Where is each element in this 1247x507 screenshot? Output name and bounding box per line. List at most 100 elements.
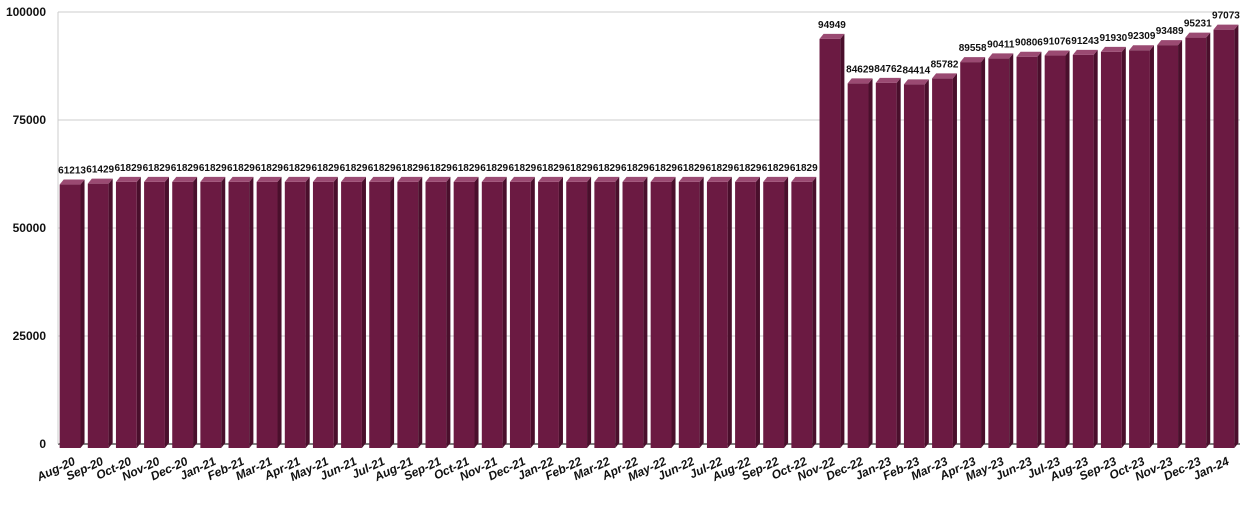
bar [650,176,676,448]
bar-front [312,181,334,448]
bar-side [1037,51,1042,448]
data-label: 61829 [396,163,424,174]
data-label: 90806 [1015,38,1043,49]
bar-front [172,181,194,448]
bar-front [1213,29,1235,448]
bar-top [903,79,929,85]
bar-side [952,73,957,449]
data-label: 61829 [199,163,227,174]
data-label: 61829 [368,163,396,174]
bar [1185,32,1211,448]
bar [1157,40,1183,448]
bar-top [256,176,282,182]
bar [566,176,592,448]
bar [115,176,141,448]
data-label: 61829 [790,163,818,174]
data-label: 84629 [846,64,874,75]
bar-top [566,176,592,182]
bar-side [136,176,141,448]
bar [87,178,113,449]
bar-side [671,176,676,448]
bar-front [115,181,137,448]
bar-front [1016,56,1038,448]
bar [481,176,507,448]
bar-side [474,176,479,448]
bar-front [228,181,250,448]
bar-top [932,73,957,79]
data-label: 91243 [1071,36,1099,47]
y-tick-label: 100000 [6,5,46,19]
bar-side [502,176,507,448]
bar-top [1100,46,1126,52]
bar-side [981,57,986,449]
bar-top [172,176,198,182]
bar-front [59,184,81,448]
data-label: 91930 [1099,33,1127,44]
bar-top [763,176,789,182]
bar-side [80,179,85,448]
bar [988,53,1014,449]
bar-side [1149,45,1154,448]
bar-top [678,176,704,182]
bar [1072,49,1098,449]
bar-front [650,181,672,448]
bar [369,176,395,448]
bar-top [538,176,563,182]
bar-front [791,181,813,448]
bar [932,73,957,449]
y-tick-label: 25000 [13,329,47,343]
bar [538,176,563,448]
data-label: 61829 [537,163,565,174]
bar-front [960,62,982,449]
data-label: 61829 [677,163,705,174]
bar-side [1065,50,1070,448]
bar-top [397,176,423,182]
bar-front [706,181,728,448]
bar-side [558,176,563,448]
bar-front [903,84,925,449]
bar [256,176,282,448]
bar-side [1234,24,1239,448]
bar-front [875,82,897,449]
bar-side [333,176,338,448]
data-label: 94949 [818,20,846,31]
bar [763,176,789,448]
bar [200,176,226,448]
bar-side [1178,40,1183,448]
bar [622,176,648,448]
bar-front [847,83,869,449]
bar [1044,50,1070,448]
bar [425,176,451,448]
bar-side [1093,49,1098,449]
data-label: 61829 [593,163,621,174]
bar-top [115,176,141,182]
bar-top [875,77,901,83]
bar-side [587,176,592,448]
bar-front [1185,37,1207,448]
bar-front [538,181,559,448]
bar-side [221,176,226,448]
bar-top [1157,40,1183,46]
data-label: 61213 [58,166,86,177]
bar [678,176,704,448]
bar-front [735,181,756,448]
data-label: 61829 [227,163,255,174]
bar-top [200,176,226,182]
bar-top [1129,45,1154,51]
bar-side [755,176,760,448]
bar-front [622,181,644,448]
bar-side [277,176,282,448]
bar-side [1121,46,1126,449]
data-label: 92309 [1128,31,1156,42]
bar-top [1016,51,1042,57]
bar-front [1157,45,1179,448]
bar-front [1044,55,1066,448]
bar-front [256,181,278,448]
bar-top [988,53,1014,59]
bar-front [200,181,222,448]
bar-top [622,176,648,182]
data-label: 85782 [931,59,959,70]
data-label: 61829 [283,163,311,174]
bar-top [706,176,732,182]
bar-side [924,79,929,449]
